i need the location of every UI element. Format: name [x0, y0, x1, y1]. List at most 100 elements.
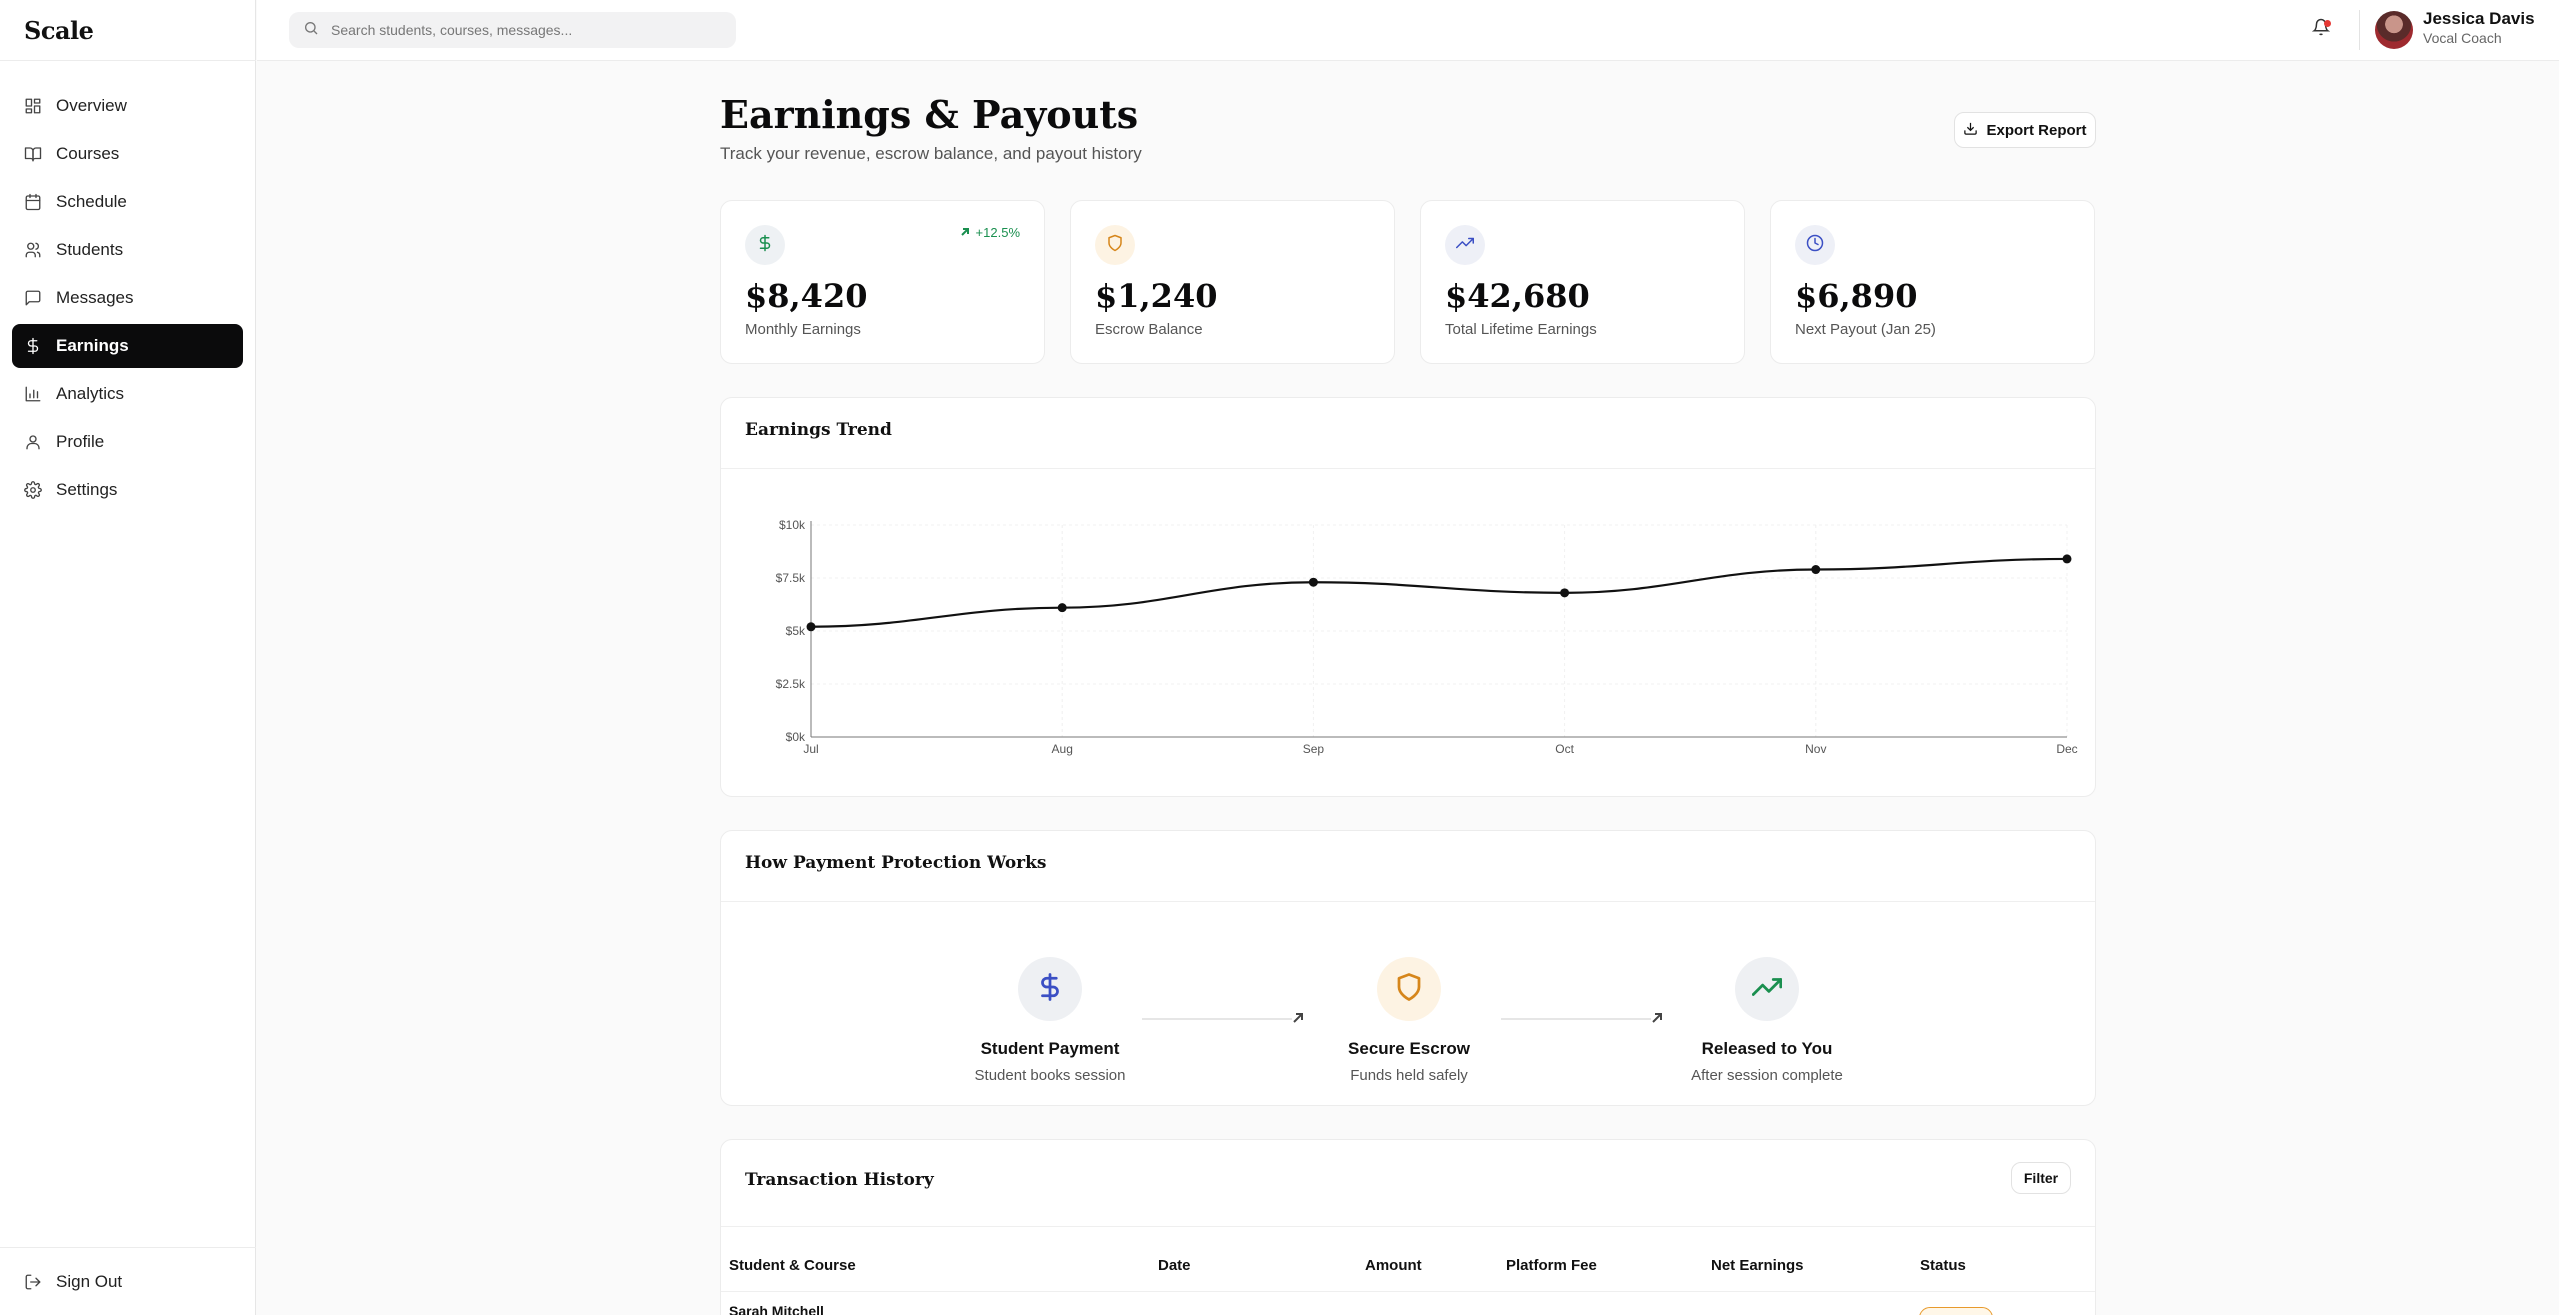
user-name[interactable]: Jessica Davis [2423, 9, 2535, 28]
book-icon [24, 145, 42, 163]
app-logo[interactable]: Scale [24, 16, 94, 45]
sidebar-item-settings[interactable]: Settings [12, 468, 243, 512]
sidebar-item-label: Courses [56, 144, 120, 163]
page-subtitle: Track your revenue, escrow balance, and … [720, 144, 1142, 163]
dollar-icon [1035, 972, 1065, 1007]
divider [721, 468, 2095, 469]
trending-up-icon [1456, 234, 1474, 257]
data-point [1057, 603, 1067, 613]
sidebar-item-profile[interactable]: Profile [12, 420, 243, 464]
sidebar-item-messages[interactable]: Messages [12, 276, 243, 320]
x-tick-label: Sep [1303, 742, 1325, 756]
column-header[interactable]: Status [1920, 1257, 1966, 1274]
step-connector [1501, 1018, 1651, 1020]
sidebar-item-label: Settings [56, 480, 118, 499]
sidebar-item-analytics[interactable]: Analytics [12, 372, 243, 416]
stat-value: $6,890 [1795, 277, 1918, 315]
filter-button[interactable]: Filter [2011, 1162, 2071, 1194]
sidebar-item-overview[interactable]: Overview [12, 84, 243, 128]
sidebar-item-label: Messages [56, 288, 134, 307]
calendar-icon [24, 193, 42, 211]
divider [721, 1291, 2095, 1292]
table-cell-student[interactable]: Sarah Mitchell [729, 1303, 824, 1315]
sidebar-item-label: Students [56, 240, 124, 259]
stat-value: $42,680 [1445, 277, 1590, 315]
sidebar-nav: Overview Courses Schedule Students Messages E… [12, 84, 243, 516]
search-input[interactable] [331, 22, 711, 38]
user-role: Vocal Coach [2423, 30, 2502, 46]
column-header[interactable]: Date [1158, 1257, 1191, 1274]
x-tick-label: Dec [2056, 742, 2077, 756]
card-title: Earnings Trend [745, 420, 892, 440]
page-title: Earnings & Payouts [720, 92, 1139, 137]
sidebar-item-earnings[interactable]: Earnings [12, 324, 243, 368]
earnings-line-chart: $0k $2.5k $5k $7.5k $10k Jul Aug Sep Oct Nov Dec [776, 518, 2078, 756]
stat-label: Next Payout (Jan 25) [1795, 321, 1936, 338]
export-report-button[interactable]: Export Report [1954, 112, 2096, 148]
avatar[interactable] [2375, 11, 2413, 49]
protection-step: Released to You After session complete [1667, 957, 1867, 1084]
arrow-up-right-icon [960, 225, 976, 240]
y-tick-label: $5k [786, 624, 806, 638]
protection-step: Secure Escrow Funds held safely [1309, 957, 1509, 1084]
sidebar-item-schedule[interactable]: Schedule [12, 180, 243, 224]
user-icon [24, 433, 42, 451]
export-report-label: Export Report [1986, 121, 2087, 139]
download-icon [1963, 121, 1986, 140]
sidebar-item-label: Profile [56, 432, 105, 451]
step-title: Released to You [1701, 1039, 1833, 1058]
stat-icon-badge [1795, 225, 1835, 265]
column-header[interactable]: Net Earnings [1711, 1257, 1804, 1274]
stat-label: Escrow Balance [1095, 321, 1203, 338]
x-tick-label: Aug [1052, 742, 1073, 756]
sidebar-item-label: Analytics [56, 384, 125, 403]
dollar-icon [24, 337, 42, 355]
y-tick-label: $2.5k [776, 677, 806, 691]
data-point [1811, 565, 1821, 575]
users-icon [24, 241, 42, 259]
stat-card: $1,240 Escrow Balance [1070, 200, 1395, 364]
clock-icon [1806, 234, 1824, 257]
sidebar-item-label: Overview [56, 96, 127, 115]
column-header[interactable]: Student & Course [729, 1257, 856, 1274]
search-bar[interactable] [289, 12, 736, 48]
x-tick-label: Jul [803, 742, 818, 756]
grid-icon [24, 97, 42, 115]
top-header: Jessica Davis Vocal Coach [257, 0, 2559, 61]
sign-out-button[interactable]: Sign Out [12, 1260, 243, 1304]
transaction-history-card: Transaction History Filter Student & Cou… [720, 1139, 2096, 1315]
step-icon-badge [1735, 957, 1799, 1021]
step-connector [1142, 1018, 1292, 1020]
protection-step: Student Payment Student books session [950, 957, 1150, 1084]
stat-value: $1,240 [1095, 277, 1218, 315]
column-header[interactable]: Amount [1365, 1257, 1422, 1274]
sidebar-item-courses[interactable]: Courses [12, 132, 243, 176]
arrow-up-right-icon [1291, 1011, 1305, 1025]
stat-card: $42,680 Total Lifetime Earnings [1420, 200, 1745, 364]
gear-icon [24, 481, 42, 499]
y-tick-label: $0k [786, 730, 806, 744]
stat-icon-badge [1095, 225, 1135, 265]
trending-up-icon [1751, 972, 1783, 1007]
divider [721, 901, 2095, 902]
divider [721, 1226, 2095, 1227]
bell-icon [2311, 18, 2331, 40]
x-tick-label: Nov [1805, 742, 1826, 756]
step-subtitle: Funds held safely [1350, 1067, 1468, 1084]
dollar-icon [756, 234, 774, 257]
divider [0, 1247, 256, 1248]
series-line [810, 557, 2068, 628]
data-point [1308, 577, 1318, 587]
stat-label: Total Lifetime Earnings [1445, 321, 1597, 338]
divider [2359, 10, 2360, 50]
stat-card: $8,420 Monthly Earnings +12.5% [720, 200, 1045, 364]
step-subtitle: After session complete [1691, 1067, 1843, 1084]
sidebar-item-students[interactable]: Students [12, 228, 243, 272]
column-header[interactable]: Platform Fee [1506, 1257, 1597, 1274]
notifications-button[interactable] [2311, 18, 2336, 42]
message-icon [24, 289, 42, 307]
bar-chart-icon [24, 385, 42, 403]
y-tick-label: $10k [779, 518, 806, 532]
data-point [806, 622, 816, 632]
earnings-trend-card: Earnings Trend $0k $2.5k $5k $7.5k $10k Jul Au… [720, 397, 2096, 797]
